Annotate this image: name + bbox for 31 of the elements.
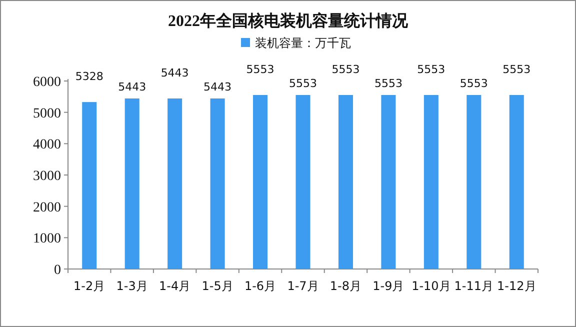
x-tick-label: 1-8月	[330, 279, 362, 293]
chart-title: 2022年全国核电装机容量统计情况	[168, 11, 409, 30]
data-label: 5553	[289, 77, 317, 90]
legend-label: 装机容量：万千瓦	[255, 36, 351, 50]
data-label: 5553	[460, 77, 488, 90]
data-label: 5553	[374, 77, 402, 90]
data-label: 5443	[118, 80, 146, 94]
x-tick-label: 1-4月	[159, 279, 191, 293]
x-tick-label: 1-5月	[202, 279, 234, 293]
y-tick-label: 3000	[33, 169, 61, 184]
data-label: 5443	[204, 80, 232, 94]
y-tick-label: 6000	[33, 75, 61, 90]
x-tick-label: 1-6月	[244, 279, 276, 293]
data-label: 5553	[246, 63, 274, 76]
data-label: 5328	[75, 70, 104, 84]
y-tick-label: 2000	[33, 200, 61, 216]
data-label: 5553	[502, 63, 531, 76]
x-tick-label: 1-3月	[116, 279, 148, 293]
y-tick-label: 1000	[33, 232, 61, 247]
data-label: 5553	[417, 63, 446, 76]
data-label: 5553	[332, 63, 360, 76]
data-label: 5443	[160, 66, 189, 80]
y-tick-label: 5000	[33, 106, 61, 122]
x-tick-label: 1-9月	[372, 279, 404, 293]
x-tick-label: 1-2月	[74, 279, 106, 293]
x-tick-label: 1-10月	[412, 279, 451, 293]
x-tick-label: 1-11月	[454, 279, 494, 293]
x-tick-label: 1-7月	[287, 279, 319, 293]
x-tick-label: 1-12月	[497, 279, 536, 293]
y-tick-label: 0	[54, 263, 61, 278]
y-tick-label: 4000	[33, 138, 61, 153]
